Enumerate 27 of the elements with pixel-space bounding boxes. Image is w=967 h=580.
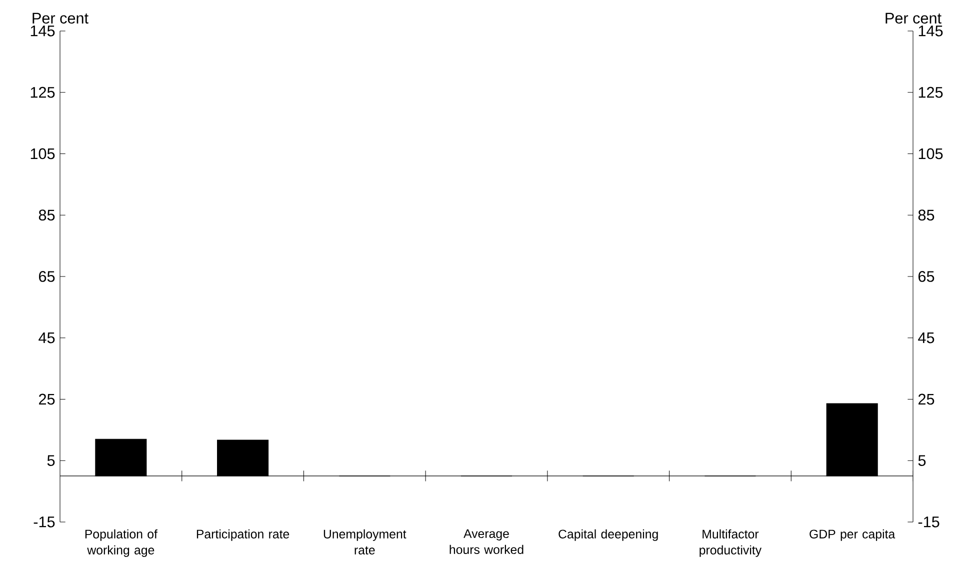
- x-tick-label: Capital deepening: [558, 529, 658, 541]
- y-tick-label: 145: [30, 26, 55, 36]
- x-tick-label: Population of working age: [85, 529, 158, 557]
- y2-tick-label: -15: [918, 516, 940, 528]
- y2-tick-label: 125: [918, 86, 943, 98]
- x-tick-label: Participation rate: [196, 529, 290, 541]
- y2-tick-label: 45: [918, 332, 934, 344]
- y2-axis-title: Per cent: [886, 12, 942, 24]
- y-tick-label: 45: [38, 332, 55, 344]
- y2-tick-label: 25: [918, 394, 934, 405]
- x-tick-label: Average hours worked: [450, 529, 524, 554]
- y-tick-label: 25: [39, 394, 55, 405]
- y2-tick-label: 5: [918, 455, 926, 466]
- y-tick-label: 5: [47, 455, 55, 466]
- x-tick-label: GDP per capita: [810, 529, 896, 541]
- y2-tick-label: 145: [918, 26, 943, 36]
- y2-tick-label: 65: [918, 271, 934, 282]
- y2-tick-label: 85: [918, 210, 934, 221]
- y-tick-label: 125: [30, 86, 55, 98]
- y-tick-label: 85: [38, 210, 55, 221]
- y-tick-label: 65: [39, 271, 55, 282]
- y2-tick-label: 105: [918, 148, 943, 160]
- x-tick-label: Multifactor productivity: [700, 529, 762, 557]
- y-axis-title: Per cent: [32, 12, 88, 24]
- y-tick-label: -15: [34, 516, 55, 528]
- x-tick-label: Unemployment rate: [324, 529, 406, 554]
- y-tick-label: 105: [30, 148, 55, 160]
